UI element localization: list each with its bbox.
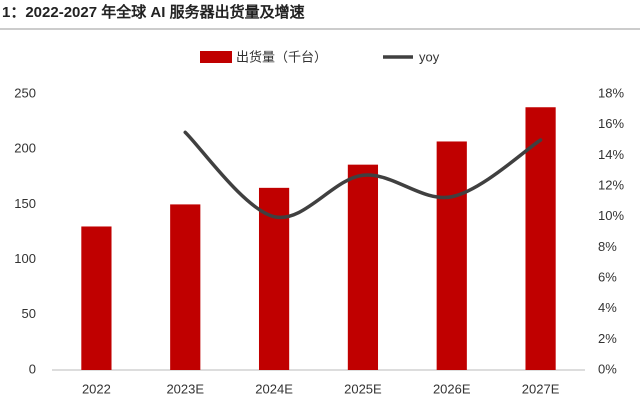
y-tick-label: 200: [14, 141, 36, 156]
x-tick-label: 2024E: [255, 381, 293, 396]
y2-tick-label: 18%: [598, 85, 624, 100]
bar: [170, 204, 201, 370]
y-tick-label: 250: [14, 85, 36, 100]
y-tick-label: 50: [22, 306, 36, 321]
y-tick-label: 150: [14, 196, 36, 211]
x-tick-label: 2025E: [344, 381, 382, 396]
bar: [347, 164, 379, 370]
y2-tick-label: 2%: [598, 331, 617, 346]
legend-swatch: [200, 51, 232, 63]
line: [183, 130, 543, 220]
y2-tick-label: 14%: [598, 147, 624, 162]
y-tick-label: 0: [29, 361, 36, 376]
y2-tick-label: 0%: [598, 361, 617, 376]
y2-tick-label: 8%: [598, 239, 617, 254]
x-tick-label: 2023E: [166, 381, 204, 396]
bar: [81, 226, 112, 370]
y2-tick-label: 10%: [598, 208, 624, 223]
x-tick-label: 2027E: [522, 381, 560, 396]
y2-tick-label: 6%: [598, 269, 617, 284]
y2-tick-label: 12%: [598, 177, 624, 192]
bar: [525, 107, 556, 371]
bar: [436, 141, 467, 370]
chart-title: 1：2022-2027 年全球 AI 服务器出货量及增速: [2, 3, 305, 21]
legend-label: yoy: [419, 49, 440, 64]
x-tick-label: 2026E: [433, 381, 471, 396]
y2-tick-label: 4%: [598, 300, 617, 315]
x-tick-label: 2022: [82, 381, 111, 396]
y-tick-label: 100: [14, 251, 36, 266]
y2-tick-label: 16%: [598, 116, 624, 131]
legend-label: 出货量（千台）: [236, 49, 327, 64]
